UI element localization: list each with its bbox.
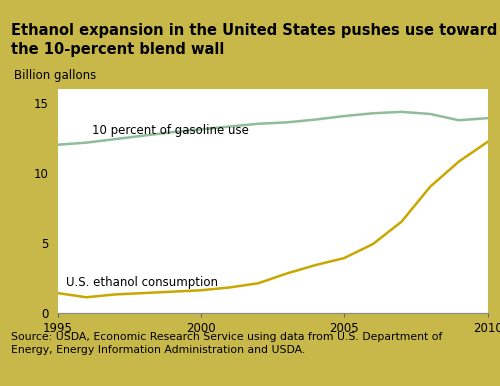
Text: U.S. ethanol consumption: U.S. ethanol consumption	[66, 276, 218, 289]
Text: Billion gallons: Billion gallons	[14, 69, 97, 82]
Text: Ethanol expansion in the United States pushes use toward
the 10-percent blend wa: Ethanol expansion in the United States p…	[11, 23, 498, 57]
Text: 10 percent of gasoline use: 10 percent of gasoline use	[92, 124, 249, 137]
Text: Source: USDA, Economic Research Service using data from U.S. Department of
Energ: Source: USDA, Economic Research Service …	[11, 332, 442, 355]
